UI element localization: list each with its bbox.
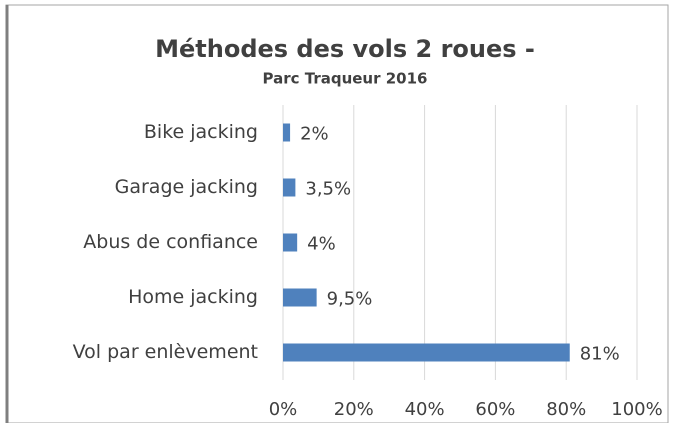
data-label: 2% (300, 124, 329, 145)
bar (283, 343, 570, 362)
data-label: 4% (307, 234, 336, 255)
y-tick-label: Garage jacking (115, 176, 258, 198)
y-tick-label: Abus de confiance (83, 231, 258, 253)
x-tick-label: 100% (611, 399, 662, 420)
data-label: 81% (580, 344, 620, 365)
bar (283, 233, 298, 252)
x-tick-label: 40% (405, 399, 445, 420)
bar (283, 288, 317, 307)
x-tick-label: 60% (475, 399, 515, 420)
chart-title: Méthodes des vols 2 roues - (155, 35, 535, 63)
x-tick-label: 20% (334, 399, 374, 420)
y-tick-label: Home jacking (128, 286, 258, 308)
data-label: 9,5% (327, 289, 373, 310)
bar (283, 178, 296, 197)
data-label: 3,5% (305, 179, 351, 200)
bar (283, 123, 291, 142)
y-tick-label: Bike jacking (144, 121, 258, 143)
x-tick-label: 80% (546, 399, 586, 420)
chart-subtitle: Parc Traqueur 2016 (263, 70, 428, 88)
y-tick-label: Vol par enlèvement (73, 341, 258, 363)
x-tick-label: 0% (269, 399, 298, 420)
